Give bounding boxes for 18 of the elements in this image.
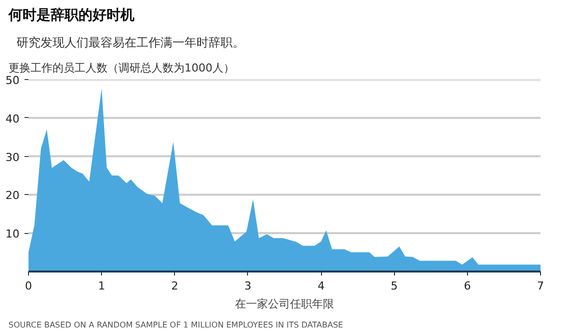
x-tick-label: 4: [318, 280, 325, 292]
x-tick-label: 5: [390, 280, 398, 292]
chart-subtitle: 研究发现人们最容易在工作满一年时辞职。: [16, 36, 244, 50]
y-axis-title: 更换工作的员工人数（调研总人数为1000人）: [8, 62, 234, 74]
y-tick-label: 10: [6, 228, 20, 241]
x-tick-label: 2: [171, 280, 178, 292]
x-tick-label: 1: [98, 280, 106, 292]
source-note: SOURCE BASED ON A RANDOM SAMPLE OF 1 MILLION EMPLOYEES IN ITS DATABASE: [8, 320, 344, 330]
y-tick-label: 30: [6, 150, 20, 164]
x-tick-label: 3: [244, 280, 252, 292]
x-tick-label: 0: [25, 280, 32, 292]
y-tick-label: 40: [6, 112, 20, 126]
x-tick-label: 6: [464, 280, 471, 292]
x-tick-label: 7: [537, 280, 544, 292]
chart-title: 何时是辞职的好时机: [8, 6, 134, 24]
y-tick-label: 50: [6, 74, 20, 87]
x-axis-title: 在一家公司任职年限: [235, 298, 334, 310]
y-tick-label: 20: [6, 189, 20, 202]
